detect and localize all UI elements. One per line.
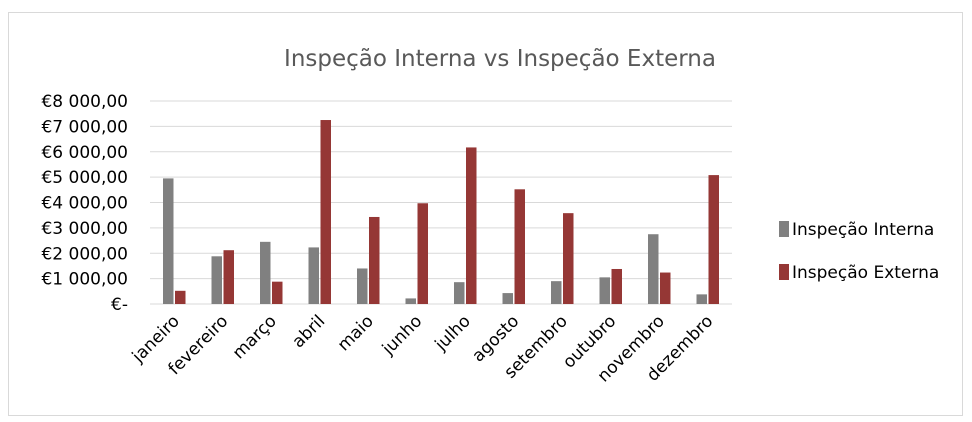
bar-inspecao-interna-novembro bbox=[648, 234, 659, 304]
bar-inspecao-externa-março bbox=[272, 281, 283, 304]
legend-swatch bbox=[779, 221, 789, 237]
y-tick-label: €6 000,00 bbox=[41, 143, 128, 163]
bar-inspecao-interna-março bbox=[260, 241, 271, 304]
y-tick-label: €1 000,00 bbox=[41, 270, 128, 290]
bar-inspecao-externa-maio bbox=[369, 216, 380, 304]
bar-inspecao-externa-janeiro bbox=[175, 290, 186, 304]
bar-inspecao-externa-fevereiro bbox=[223, 250, 234, 304]
y-axis-tick-labels: €- €1 000,00 €2 000,00 €3 000,00 €4 000,00 €5… bbox=[41, 92, 128, 315]
x-tick-label: junho bbox=[378, 311, 426, 359]
bar-inspecao-externa-agosto bbox=[514, 189, 525, 304]
y-tick-label: €2 000,00 bbox=[41, 244, 128, 264]
x-tick-label: julho bbox=[431, 311, 475, 355]
bar-inspecao-externa-junho bbox=[417, 203, 428, 304]
bar-inspecao-interna-janeiro bbox=[163, 178, 174, 304]
bar-inspecao-interna-fevereiro bbox=[211, 256, 222, 304]
legend-label: Inspeção Interna bbox=[792, 220, 934, 240]
bar-inspecao-interna-outubro bbox=[599, 277, 610, 304]
x-tick-label: maio bbox=[334, 311, 378, 355]
legend-swatch bbox=[779, 264, 789, 280]
y-tick-label: €5 000,00 bbox=[41, 168, 128, 188]
bar-inspecao-externa-novembro bbox=[660, 272, 671, 304]
bar-inspecao-externa-abril bbox=[320, 120, 331, 304]
bars bbox=[163, 120, 719, 304]
bar-inspecao-interna-junho bbox=[405, 298, 416, 304]
bar-inspecao-externa-outubro bbox=[611, 268, 622, 304]
bar-inspecao-interna-dezembro bbox=[696, 294, 707, 304]
y-tick-label: €- bbox=[111, 295, 128, 315]
bar-inspecao-interna-julho bbox=[454, 282, 465, 304]
bar-inspecao-externa-dezembro bbox=[708, 175, 719, 304]
legend-label: Inspeção Externa bbox=[792, 263, 939, 283]
y-tick-label: €3 000,00 bbox=[41, 219, 128, 239]
bar-inspecao-interna-abril bbox=[308, 247, 319, 304]
legend: Inspeção Interna Inspeção Externa bbox=[779, 220, 939, 283]
grid-lines bbox=[150, 100, 732, 305]
y-tick-label: €8 000,00 bbox=[41, 92, 128, 112]
y-tick-label: €7 000,00 bbox=[41, 117, 128, 137]
x-tick-label: março bbox=[229, 311, 281, 363]
bar-inspecao-externa-julho bbox=[466, 147, 477, 304]
bar-inspecao-interna-setembro bbox=[551, 281, 562, 304]
bar-inspecao-interna-maio bbox=[357, 268, 368, 304]
chart-title: Inspeção Interna vs Inspeção Externa bbox=[284, 46, 716, 72]
bar-inspecao-externa-setembro bbox=[563, 213, 574, 304]
bar-inspecao-interna-agosto bbox=[502, 293, 513, 304]
y-tick-label: €4 000,00 bbox=[41, 194, 128, 214]
x-tick-label: abril bbox=[289, 311, 330, 352]
